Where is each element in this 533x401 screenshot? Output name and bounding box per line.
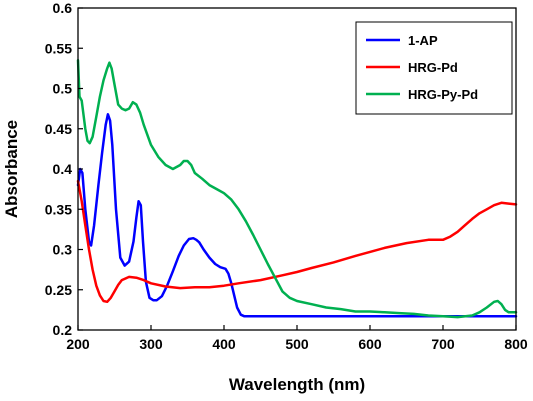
y-tick-label: 0.3 [53, 242, 73, 258]
x-axis: 200 300 400 500 600 700 800 [66, 325, 528, 352]
y-tick-label: 0.4 [53, 161, 73, 177]
y-tick-label: 0.2 [53, 322, 73, 338]
series-lines [76, 59, 518, 319]
y-tick-label: 0.25 [45, 282, 72, 298]
y-axis: 0.2 0.25 0.3 0.35 0.4 0.45 0.5 0.55 0.6 [45, 0, 83, 338]
legend: 1-AP HRG-Pd HRG-Py-Pd [355, 21, 513, 115]
x-tick-label: 200 [66, 336, 90, 352]
y-tick-label: 0.55 [45, 40, 72, 56]
y-tick-label: 0.5 [53, 81, 73, 97]
x-tick-label: 500 [285, 336, 309, 352]
series-line-hrg-pd [76, 179, 518, 304]
legend-label-hrg-pd: HRG-Pd [408, 60, 458, 75]
x-tick-label: 800 [504, 336, 528, 352]
legend-label-1-ap: 1-AP [408, 33, 438, 48]
x-tick-label: 700 [431, 336, 455, 352]
series-line-1-ap [76, 113, 518, 318]
x-tick-label: 400 [212, 336, 236, 352]
y-axis-label: Absorbance [2, 120, 21, 218]
y-tick-label: 0.35 [45, 201, 72, 217]
x-axis-label: Wavelength (nm) [229, 375, 365, 394]
series-line-hrg-py-pd [76, 59, 518, 319]
y-tick-label: 0.45 [45, 121, 72, 137]
x-tick-label: 300 [139, 336, 163, 352]
legend-label-hrg-py-pd: HRG-Py-Pd [408, 87, 478, 102]
y-tick-label: 0.6 [53, 0, 73, 16]
x-tick-label: 600 [358, 336, 382, 352]
